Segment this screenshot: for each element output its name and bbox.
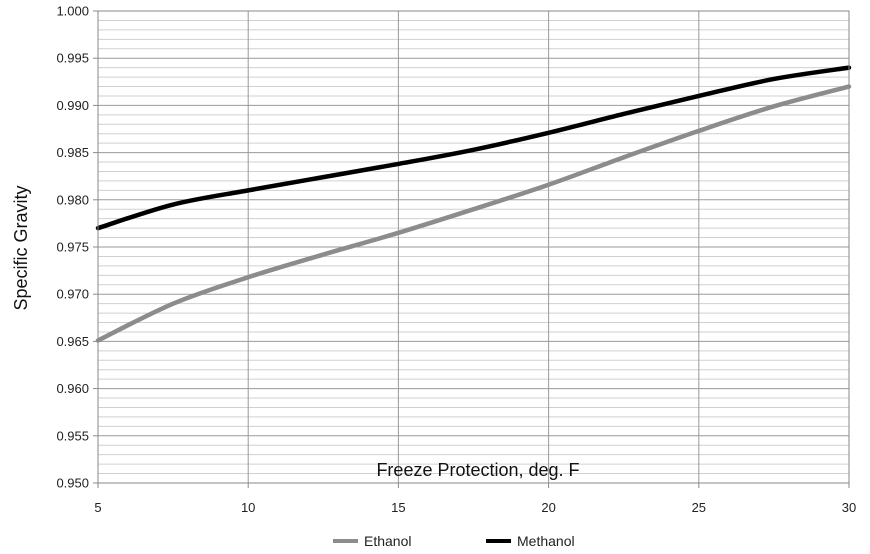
y-tick-label: 0.955 xyxy=(56,428,89,443)
x-tick-label: 5 xyxy=(94,500,101,515)
y-tick-label: 0.975 xyxy=(56,240,89,255)
y-tick-label: 0.990 xyxy=(56,98,89,113)
x-axis-title: Freeze Protection, deg. F xyxy=(376,460,579,480)
x-tick-label: 15 xyxy=(391,500,405,515)
series-layer xyxy=(95,65,852,343)
grid xyxy=(97,11,850,483)
y-tick-label: 0.960 xyxy=(56,381,89,396)
series-line-methanol xyxy=(95,65,852,231)
x-tick-label: 30 xyxy=(842,500,856,515)
legend: Ethanol Methanol xyxy=(333,533,575,549)
y-tick-label: 1.000 xyxy=(56,4,89,19)
y-tick-label: 0.980 xyxy=(56,192,89,207)
x-tick-label: 20 xyxy=(541,500,555,515)
y-tick-label: 0.970 xyxy=(56,287,89,302)
y-axis-title: Specific Gravity xyxy=(11,185,31,310)
y-tick-label: 0.965 xyxy=(56,334,89,349)
y-tick-label: 0.985 xyxy=(56,145,89,160)
legend-label-ethanol: Ethanol xyxy=(364,533,411,549)
series-line-ethanol xyxy=(95,84,852,343)
y-tick-label: 0.950 xyxy=(56,476,89,491)
x-tick-label: 10 xyxy=(241,500,255,515)
tick-labels: 0.950 0.955 0.960 0.965 0.970 0.975 0.980 0.985… xyxy=(56,4,856,516)
x-tick-label: 25 xyxy=(692,500,706,515)
legend-label-methanol: Methanol xyxy=(517,533,575,549)
y-tick-label: 0.995 xyxy=(56,51,89,66)
